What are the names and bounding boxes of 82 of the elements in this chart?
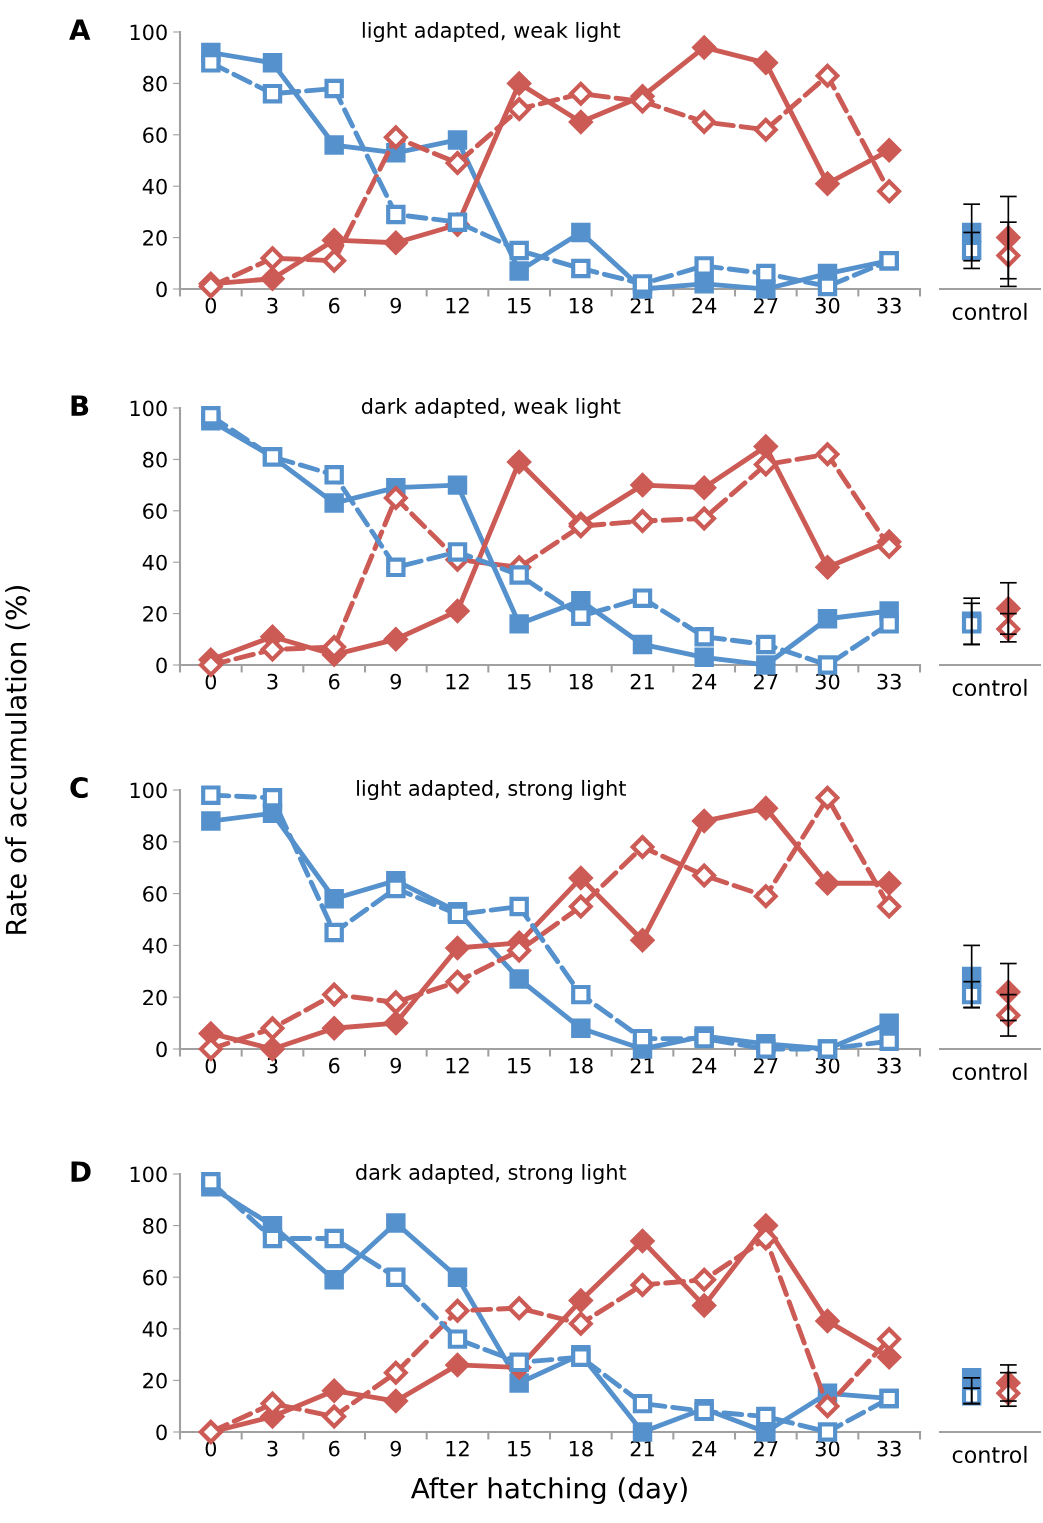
y-tick-label: 0	[156, 1424, 167, 1441]
x-tick-label: control	[952, 1062, 1027, 1081]
y-tick-label: 60	[143, 503, 167, 520]
y-tick-label: 80	[143, 834, 167, 851]
x-tick-label: 27	[754, 1057, 778, 1074]
x-tick-label: 9	[390, 673, 401, 690]
x-tick-label: 27	[754, 1440, 778, 1457]
x-tick-label: 0	[205, 297, 217, 314]
x-tick-label: 30	[815, 1440, 840, 1457]
y-tick-label: 20	[143, 230, 167, 246]
x-tick-label: 33	[877, 1057, 901, 1074]
text: B	[71, 395, 89, 416]
x-tick-label: 3	[267, 673, 278, 690]
x-tick-label: 24	[692, 297, 717, 314]
x-tick-label: 30	[815, 1057, 840, 1074]
x-tick-label: 18	[569, 673, 593, 690]
x-axis-title: After hatching (day)	[410, 1477, 687, 1505]
x-tick-label: 15	[508, 673, 531, 690]
x-tick-label: 6	[328, 297, 340, 314]
x-tick-label: 24	[692, 673, 717, 690]
x-tick-label: 18	[569, 1440, 593, 1457]
x-tick-label: 9	[390, 297, 401, 314]
x-tick-label: 21	[630, 297, 654, 314]
chart-title: dark adapted, weak light	[361, 397, 621, 419]
x-tick-label: 18	[569, 297, 593, 314]
x-tick-label: 6	[328, 1440, 340, 1457]
y-tick-label: 80	[143, 1218, 167, 1234]
text: C	[70, 777, 88, 799]
y-tick-label: 100	[130, 782, 167, 799]
x-tick-label: 33	[877, 297, 901, 314]
x-tick-label: 27	[754, 297, 778, 314]
x-tick-label: 6	[328, 673, 340, 690]
y-tick-label: 0	[156, 281, 167, 298]
y-tick-label: 60	[143, 886, 167, 902]
y-tick-label: 20	[143, 1372, 167, 1389]
x-tick-label: 33	[877, 673, 901, 690]
x-tick-label: 6	[328, 1057, 340, 1074]
y-tick-label: 40	[142, 1321, 167, 1338]
chart-title: light adapted, strong light	[357, 779, 626, 801]
x-tick-label: 12	[446, 1057, 469, 1074]
x-tick-label: 24	[692, 1057, 717, 1074]
y-tick-label: 100	[130, 400, 167, 417]
x-tick-label: 15	[508, 1057, 531, 1074]
y-tick-label: 40	[142, 178, 167, 195]
chart-title: dark adapted, strong light	[356, 1163, 627, 1185]
y-tick-label: 0	[156, 1041, 167, 1058]
x-tick-label: 21	[630, 1057, 654, 1074]
x-tick-label: 15	[508, 1440, 531, 1457]
y-tick-label: 80	[143, 451, 167, 468]
y-tick-label: 60	[143, 127, 167, 144]
y-tick-label: 100	[130, 24, 167, 41]
x-tick-label: 30	[815, 673, 840, 690]
text: D	[71, 1161, 91, 1182]
y-tick-label: 40	[142, 554, 167, 571]
x-tick-label: 12	[446, 673, 469, 690]
x-tick-label: 3	[267, 297, 278, 314]
x-tick-label: control	[952, 678, 1027, 697]
x-tick-label: 15	[508, 297, 531, 314]
y-tick-label: 80	[143, 75, 167, 92]
y-tick-label: 0	[156, 657, 167, 674]
x-tick-label: 18	[569, 1057, 593, 1074]
x-tick-label: 21	[630, 1440, 654, 1457]
x-tick-label: 9	[390, 1057, 401, 1074]
y-axis-title: Rate of accumulation (%)	[5, 586, 30, 934]
x-tick-label: 21	[630, 673, 654, 690]
y-tick-label: 60	[143, 1269, 167, 1286]
x-tick-label: 12	[446, 297, 469, 314]
x-tick-label: 27	[754, 673, 778, 690]
x-tick-label: 30	[815, 297, 840, 314]
x-tick-label: 3	[267, 1440, 278, 1457]
x-tick-label: 12	[446, 1440, 469, 1457]
x-tick-label: 33	[877, 1440, 901, 1457]
x-tick-label: control	[952, 302, 1027, 321]
y-tick-label: 20	[143, 989, 167, 1006]
y-tick-label: 20	[143, 606, 167, 622]
x-tick-label: 24	[692, 1440, 717, 1457]
x-tick-label: control	[952, 1445, 1027, 1464]
text: A	[69, 19, 91, 40]
chart-title: light adapted, weak light	[362, 21, 621, 43]
y-tick-label: 40	[142, 937, 167, 954]
x-tick-label: 9	[390, 1440, 401, 1457]
y-tick-label: 100	[130, 1166, 167, 1183]
